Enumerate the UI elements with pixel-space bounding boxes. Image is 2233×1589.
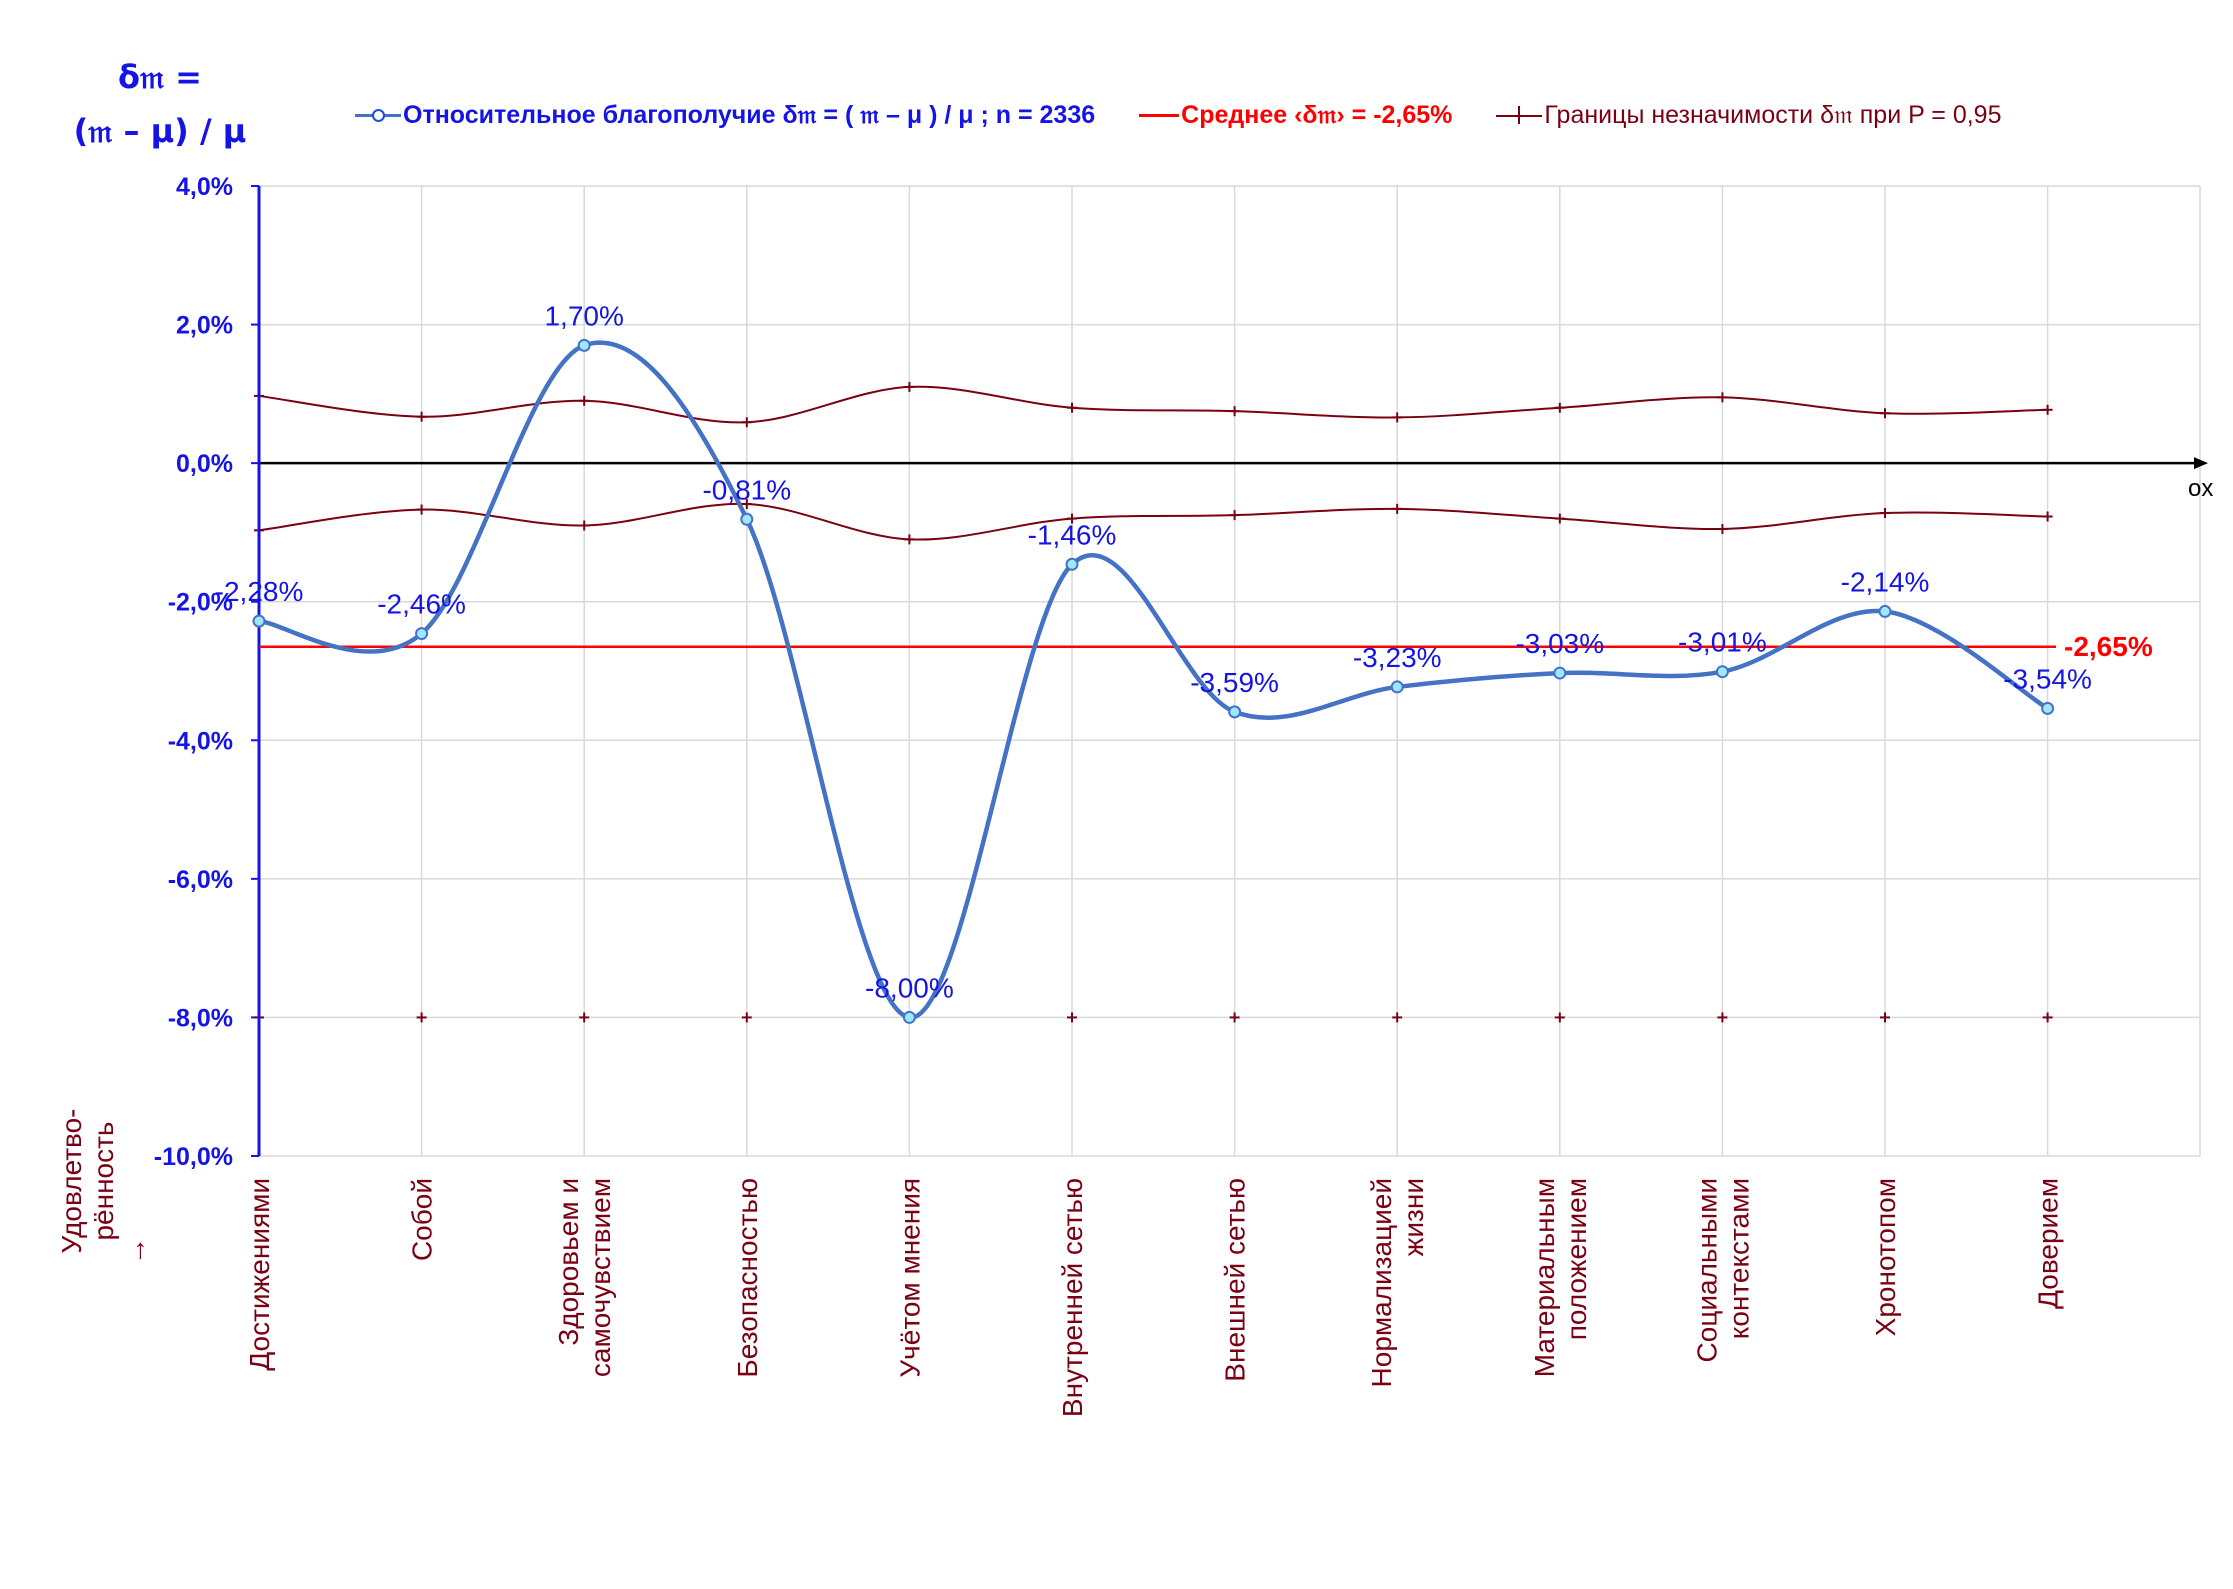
series-point [2041, 701, 2055, 715]
x-category-label: Собой [407, 1178, 438, 1261]
mean-label: -2,65% [2064, 631, 2153, 662]
data-label: -2,46% [377, 589, 466, 620]
data-labels: -2,28% -2,46% 1,70% -0,81% -8,00% -1,46% -3,59… [215, 300, 2092, 1003]
data-label: -0,81% [702, 474, 791, 505]
series-point [740, 512, 754, 526]
series-point [252, 614, 266, 628]
x-axis-categories: Достижениями Собой Здоровьем исамочувствие… [56, 1108, 2064, 1417]
data-label: -3,03% [1515, 628, 1604, 659]
main-series [252, 338, 2055, 1024]
y-tick-label: 4,0% [176, 173, 233, 201]
legend-series-label: Относительное благополучие δ𝔪 = ( 𝔪 – μ … [403, 100, 1096, 129]
series-point [577, 338, 591, 352]
x-category-label: Нормализациейжизни [1366, 1178, 1429, 1387]
series-point [1878, 604, 1892, 618]
data-label: 1,70% [544, 300, 623, 331]
y-tick-label: -10,0% [154, 1143, 233, 1171]
data-label: -3,59% [1190, 667, 1279, 698]
x-category-label: Внешней сетью [1220, 1178, 1251, 1382]
legend-bounds-label: Границы незначимости δ𝔪 при P = 0,95 [1544, 100, 2002, 129]
y-tick-label: -6,0% [168, 866, 233, 894]
bounds-series [254, 381, 2053, 1023]
x-category-label: Здоровьем исамочувствием [553, 1178, 616, 1377]
data-label: -3,23% [1353, 642, 1442, 673]
series-point [1715, 665, 1729, 679]
data-label: -2,14% [1841, 566, 1930, 597]
x-category-label: Учётом мнения [894, 1178, 925, 1378]
y-tick-label: -8,0% [168, 1004, 233, 1032]
series-point [1228, 705, 1242, 719]
series-line [258, 340, 2049, 1020]
upper-bound-line [258, 385, 2048, 424]
legend-mean-label: Среднее ‹δ𝔪› = -2,65% [1181, 100, 1453, 129]
y-axis-title-line2: (𝔪 – μ) / μ [73, 112, 247, 150]
y-axis-title-line1: δ𝔪 = [117, 58, 202, 96]
legend-bounds-swatch [1496, 100, 1543, 130]
legend-mean-swatch [1139, 100, 1180, 130]
data-label: -3,54% [2003, 663, 2092, 694]
x-category-label: Доверием [2033, 1178, 2064, 1309]
legend-item-series: Относительное благополучие δ𝔪 = ( 𝔪 – μ … [355, 100, 1095, 130]
y-axis-ticks: 4,0% 2,0% 0,0% -2,0% -4,0% -6,0% -8,0% -10,0% [154, 173, 259, 1171]
x-category-label: Социальнымиконтекстами [1691, 1178, 1754, 1362]
y-tick-label: -4,0% [168, 727, 233, 755]
legend-item-mean: Среднее ‹δ𝔪› = -2,65% [1139, 100, 1452, 130]
x-axis-name: ox [2188, 475, 2213, 502]
legend-series-swatch [355, 100, 401, 130]
series-point [415, 627, 429, 641]
data-label: -2,28% [215, 576, 304, 607]
y-axis-title: δ𝔪 = (𝔪 – μ) / μ [60, 50, 260, 158]
x-category-label: Внутренней сетью [1057, 1178, 1088, 1417]
x-category-label: Безопасностью [732, 1178, 763, 1378]
data-label: -3,01% [1678, 627, 1767, 658]
y-tick-label: 2,0% [176, 312, 233, 340]
data-label: -8,00% [865, 972, 954, 1003]
chart-legend: Относительное благополучие δ𝔪 = ( 𝔪 – μ … [355, 100, 2045, 130]
y-tick-label: 0,0% [176, 450, 233, 478]
mean-series: -2,65% [259, 631, 2153, 662]
lower-bound-line [258, 502, 2048, 541]
legend-item-bounds: Границы незначимости δ𝔪 при P = 0,95 [1496, 100, 2001, 130]
axes: ox [257, 186, 2213, 1156]
x-axis-arrow [2194, 457, 2208, 470]
series-point [1390, 680, 1404, 694]
x-category-label: Достижениями [244, 1178, 275, 1371]
x-category-label: Материальнымположением [1529, 1178, 1592, 1377]
series-point [902, 1010, 916, 1024]
series-point [1553, 666, 1567, 680]
y-tick-label: -2,0% [168, 589, 233, 617]
data-label: -1,46% [1028, 519, 1117, 550]
x-category-label: Хронотопом [1870, 1178, 1901, 1336]
series-point [1065, 557, 1079, 571]
x-axis-title: Удовлетво-рённость→ [56, 1108, 151, 1265]
